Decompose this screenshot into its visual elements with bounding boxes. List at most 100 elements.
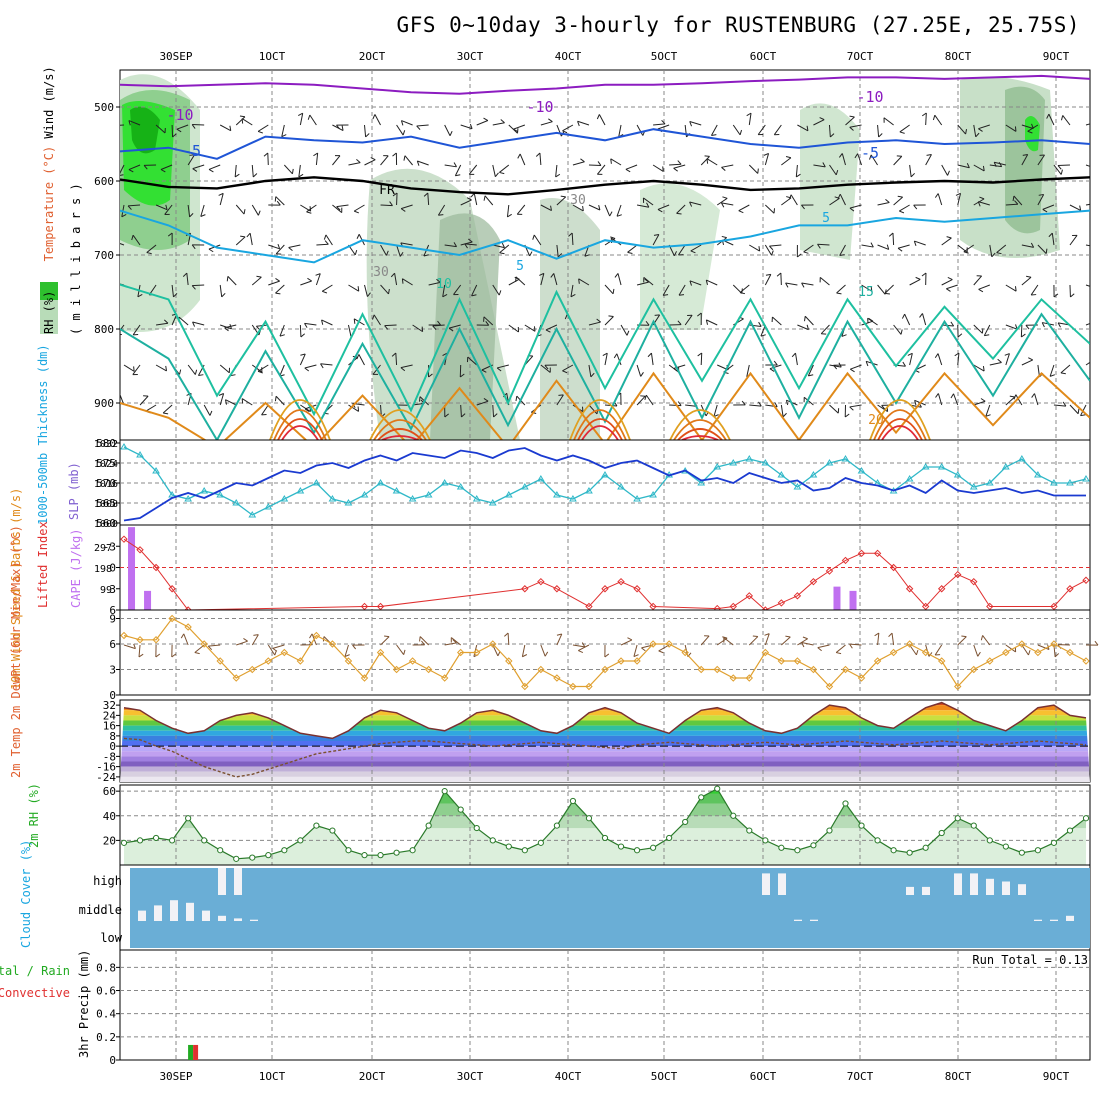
thickness-marker xyxy=(392,487,401,494)
cloud-bar xyxy=(1002,881,1010,895)
wind-barb-flag xyxy=(1045,248,1048,254)
wind-barb xyxy=(829,364,842,368)
wind-barb-flag xyxy=(722,196,728,199)
lifted-index-marker xyxy=(1082,576,1090,584)
wind-barb xyxy=(1085,203,1090,206)
wind-barb-flag xyxy=(163,319,169,324)
wind-barb-flag xyxy=(935,393,939,398)
wind-barb-flag xyxy=(146,252,152,255)
wind-barb xyxy=(909,164,912,177)
wind-barb-flag xyxy=(598,205,601,211)
wind-barb-flag xyxy=(137,294,143,298)
wind-barb-flag xyxy=(432,325,437,330)
wind-barb xyxy=(281,124,285,137)
wind-barb-flag xyxy=(208,169,214,173)
wind-barb-flag xyxy=(907,352,913,356)
wind-barb-flag xyxy=(423,192,429,197)
wind-barb xyxy=(540,204,552,212)
wind-barb xyxy=(973,644,979,657)
wind-barb xyxy=(893,196,903,206)
wind-barb xyxy=(450,637,462,646)
wind-barb xyxy=(492,404,495,418)
wind-speed-marker xyxy=(729,674,737,682)
panel-axis: 20 40 60 xyxy=(103,785,120,847)
thickness-marker xyxy=(120,443,128,450)
isotherms xyxy=(120,74,1090,440)
lifted-index-marker xyxy=(136,546,144,554)
wind-speed-marker xyxy=(617,657,625,665)
slp-tick-label: 1000 xyxy=(94,519,118,530)
wind-barb xyxy=(353,204,365,212)
wind-barb xyxy=(817,243,830,246)
wind-barb xyxy=(781,157,792,166)
wind-barb xyxy=(973,164,985,172)
wind-speed-marker xyxy=(184,623,192,631)
wind-barb-flag xyxy=(464,243,468,249)
temperature-band xyxy=(120,710,1090,716)
wind-barb xyxy=(572,644,585,648)
isotherm-line xyxy=(120,209,1090,264)
wind-barb-flag xyxy=(496,367,502,372)
isotherm-line xyxy=(120,176,1090,196)
temperature-lines xyxy=(123,701,1087,778)
thickness-marker xyxy=(520,483,529,490)
wind-speed-marker xyxy=(921,648,930,657)
cloud-bar xyxy=(1050,919,1058,921)
wind-barb-flag xyxy=(819,117,825,121)
thermal-contour xyxy=(681,435,719,440)
wind-barb xyxy=(562,124,574,132)
wind-barb xyxy=(556,633,563,646)
wind-barb-flag xyxy=(1013,394,1017,400)
wind-barb-flag xyxy=(796,173,801,178)
wind-barb-flag xyxy=(165,204,168,210)
wind-barb-flag xyxy=(785,282,789,288)
wind-barb xyxy=(941,237,952,246)
wind-barb xyxy=(721,202,734,206)
wind-barb xyxy=(545,324,558,331)
wind-barb xyxy=(588,204,601,211)
thickness-slp-panel: 560 565 570 575 580 1000 1008 1016 1024 1032 1000… xyxy=(36,344,1091,530)
wind-barb-flag xyxy=(229,125,232,131)
wind-barb xyxy=(706,158,718,166)
wind-barb-flag xyxy=(1026,275,1032,278)
wind-barb-flag xyxy=(257,370,263,374)
wind-barb xyxy=(506,204,510,217)
cape-bar xyxy=(849,590,857,610)
wind-barb-flag xyxy=(304,408,310,413)
precip-panel: 0 0.2 0.4 0.6 0.8 Run Total = 0.13 3hr Preci… xyxy=(0,949,1091,1067)
wind-barb xyxy=(983,324,991,336)
thermal-contour xyxy=(677,428,723,440)
wind-barb-flag xyxy=(483,195,486,201)
thermal-contour xyxy=(377,428,423,440)
wind-barb xyxy=(219,364,230,374)
rh-marker xyxy=(505,843,512,850)
wind-barb-flag xyxy=(849,643,853,649)
lifted-index-marker xyxy=(954,570,962,579)
thickness-marker xyxy=(408,495,417,502)
wind-barb-flag xyxy=(921,112,927,117)
lifted-index-line xyxy=(120,535,1090,614)
wind-speed-marker xyxy=(954,682,962,691)
wind-barb xyxy=(187,364,196,375)
tick-label: 900 xyxy=(94,397,114,410)
wind-barb xyxy=(937,393,943,406)
thickness-label: 1000-500mb Thickness (dm) xyxy=(36,344,50,525)
wind-barb xyxy=(790,194,798,206)
wind-barb-flag xyxy=(697,352,703,357)
wind-barb xyxy=(749,404,762,407)
wind-barb-flag xyxy=(900,329,903,335)
wind-barb-flag xyxy=(499,171,505,175)
lifted-index-marker xyxy=(120,535,128,543)
wind-barb xyxy=(146,244,157,253)
rh-marker xyxy=(682,818,689,826)
wind-barb xyxy=(380,284,389,295)
wind-barb-flag xyxy=(277,243,281,250)
thermal-contour xyxy=(569,399,631,440)
wind-barb xyxy=(1053,164,1062,175)
wind-barb-flag xyxy=(837,193,841,199)
wind-barb-flag xyxy=(1009,395,1015,398)
wind-barb-flag xyxy=(613,353,618,359)
tick-label: 800 xyxy=(94,323,114,336)
wind-barb xyxy=(813,164,826,168)
wind-barb xyxy=(283,164,293,175)
